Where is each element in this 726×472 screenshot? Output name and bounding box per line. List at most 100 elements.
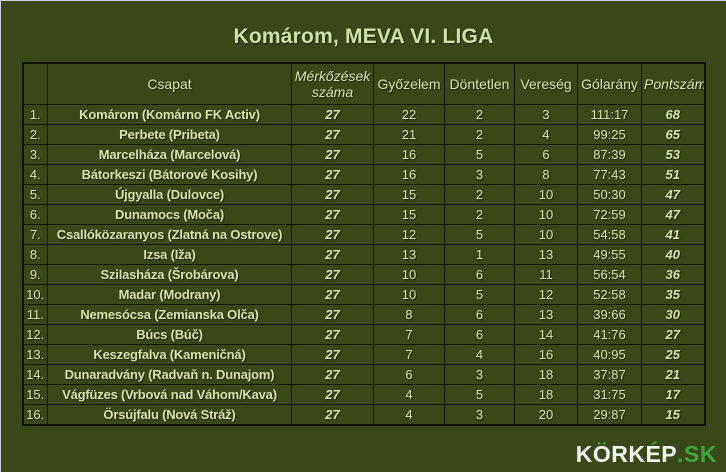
- goals-cell: 49:55: [577, 244, 642, 265]
- brand-suffix: .SK: [677, 441, 717, 467]
- team-cell: Újgyalla (Dulovce): [47, 184, 292, 205]
- points-cell: 47: [641, 184, 705, 205]
- team-cell: Madar (Modrany): [47, 284, 292, 305]
- matches-cell: 27: [291, 324, 374, 345]
- wins-cell: 21: [373, 124, 445, 145]
- rank-cell: 14.: [22, 364, 48, 385]
- wins-cell: 15: [373, 204, 445, 225]
- team-cell: Marcelháza (Marcelová): [47, 144, 292, 165]
- goals-cell: 99:25: [577, 124, 642, 145]
- matches-cell: 27: [291, 284, 374, 305]
- points-cell: 35: [641, 284, 705, 305]
- table-body: 1. Komárom (Komárno FK Activ) 27 22 2 3 …: [22, 104, 705, 426]
- table-row: 8. Izsa (Iža) 27 13 1 13 49:55 40: [22, 244, 705, 265]
- points-cell: 40: [641, 244, 705, 265]
- losses-cell: 16: [514, 344, 578, 365]
- matches-cell: 27: [291, 164, 374, 185]
- losses-cell: 18: [514, 384, 578, 405]
- table-row: 12. Búcs (Búč) 27 7 6 14 41:76 27: [22, 324, 705, 345]
- rank-cell: 16.: [22, 404, 48, 426]
- header-matches: Mérkőzések száma: [291, 62, 374, 105]
- losses-cell: 8: [514, 164, 578, 185]
- draws-cell: 6: [444, 304, 515, 325]
- points-cell: 30: [641, 304, 705, 325]
- losses-cell: 18: [514, 364, 578, 385]
- points-cell: 21: [641, 364, 705, 385]
- wins-cell: 12: [373, 224, 445, 245]
- matches-cell: 27: [291, 104, 374, 125]
- draws-cell: 1: [444, 244, 515, 265]
- goals-cell: 56:54: [577, 264, 642, 285]
- team-cell: Komárom (Komárno FK Activ): [47, 104, 292, 125]
- wins-cell: 15: [373, 184, 445, 205]
- losses-cell: 11: [514, 264, 578, 285]
- points-cell: 17: [641, 384, 705, 405]
- matches-cell: 27: [291, 124, 374, 145]
- goals-cell: 50:30: [577, 184, 642, 205]
- losses-cell: 3: [514, 104, 578, 125]
- rank-cell: 11.: [22, 304, 48, 325]
- draws-cell: 5: [444, 224, 515, 245]
- team-cell: Búcs (Búč): [47, 324, 292, 345]
- wins-cell: 13: [373, 244, 445, 265]
- rank-cell: 15.: [22, 384, 48, 405]
- goals-cell: 31:75: [577, 384, 642, 405]
- team-cell: Dunaradvány (Radvaň n. Dunajom): [47, 364, 292, 385]
- losses-cell: 6: [514, 144, 578, 165]
- table-row: 15. Vágfüzes (Vrbová nad Váhom/Kava) 27 …: [22, 384, 705, 405]
- team-cell: Szilasháza (Šrobárova): [47, 264, 292, 285]
- team-cell: Dunamocs (Moča): [47, 204, 292, 225]
- matches-cell: 27: [291, 364, 374, 385]
- points-cell: 27: [641, 324, 705, 345]
- wins-cell: 16: [373, 144, 445, 165]
- rank-cell: 1.: [22, 104, 48, 125]
- table-row: 1. Komárom (Komárno FK Activ) 27 22 2 3 …: [22, 104, 705, 125]
- goals-cell: 41:76: [577, 324, 642, 345]
- header-draws: Döntetlen: [444, 62, 515, 105]
- rank-cell: 8.: [22, 244, 48, 265]
- table-row: 4. Bátorkeszi (Bátorové Kosihy) 27 16 3 …: [22, 164, 705, 185]
- team-cell: Vágfüzes (Vrbová nad Váhom/Kava): [47, 384, 292, 405]
- team-cell: Perbete (Pribeta): [47, 124, 292, 145]
- wins-cell: 6: [373, 364, 445, 385]
- losses-cell: 20: [514, 404, 578, 426]
- team-cell: Keszegfalva (Kameničná): [47, 344, 292, 365]
- wins-cell: 22: [373, 104, 445, 125]
- table-row: 2. Perbete (Pribeta) 27 21 2 4 99:25 65: [22, 124, 705, 145]
- losses-cell: 4: [514, 124, 578, 145]
- points-cell: 68: [641, 104, 705, 125]
- draws-cell: 2: [444, 204, 515, 225]
- page-title: Komárom, MEVA VI. LIGA: [233, 25, 494, 48]
- header-points: Pontszám: [641, 62, 705, 105]
- table-row: 9. Szilasháza (Šrobárova) 27 10 6 11 56:…: [22, 264, 705, 285]
- table-row: 13. Keszegfalva (Kameničná) 27 7 4 16 40…: [22, 344, 705, 365]
- goals-cell: 54:58: [577, 224, 642, 245]
- wins-cell: 7: [373, 324, 445, 345]
- draws-cell: 2: [444, 104, 515, 125]
- table-row: 6. Dunamocs (Moča) 27 15 2 10 72:59 47: [22, 204, 705, 225]
- table-row: 7. Csallóközaranyos (Zlatná na Ostrove) …: [22, 224, 705, 245]
- losses-cell: 14: [514, 324, 578, 345]
- matches-cell: 27: [291, 264, 374, 285]
- points-cell: 41: [641, 224, 705, 245]
- table-row: 14. Dunaradvány (Radvaň n. Dunajom) 27 6…: [22, 364, 705, 385]
- team-cell: Nemesócsa (Zemianska Olča): [47, 304, 292, 325]
- matches-cell: 27: [291, 384, 374, 405]
- points-cell: 25: [641, 344, 705, 365]
- matches-cell: 27: [291, 244, 374, 265]
- korkep-sk-logo: KÖRKÉP KÖRKÉP.SK: [576, 443, 717, 466]
- losses-cell: 10: [514, 224, 578, 245]
- wins-cell: 7: [373, 344, 445, 365]
- matches-cell: 27: [291, 224, 374, 245]
- matches-cell: 27: [291, 344, 374, 365]
- draws-cell: 3: [444, 164, 515, 185]
- draws-cell: 5: [444, 144, 515, 165]
- goals-cell: 39:66: [577, 304, 642, 325]
- draws-cell: 5: [444, 284, 515, 305]
- team-cell: Csallóközaranyos (Zlatná na Ostrove): [47, 224, 292, 245]
- draws-cell: 6: [444, 264, 515, 285]
- rank-cell: 12.: [22, 324, 48, 345]
- wins-cell: 10: [373, 284, 445, 305]
- table-row: 16. Örsújfalu (Nová Stráž) 27 4 3 20 29:…: [22, 404, 705, 426]
